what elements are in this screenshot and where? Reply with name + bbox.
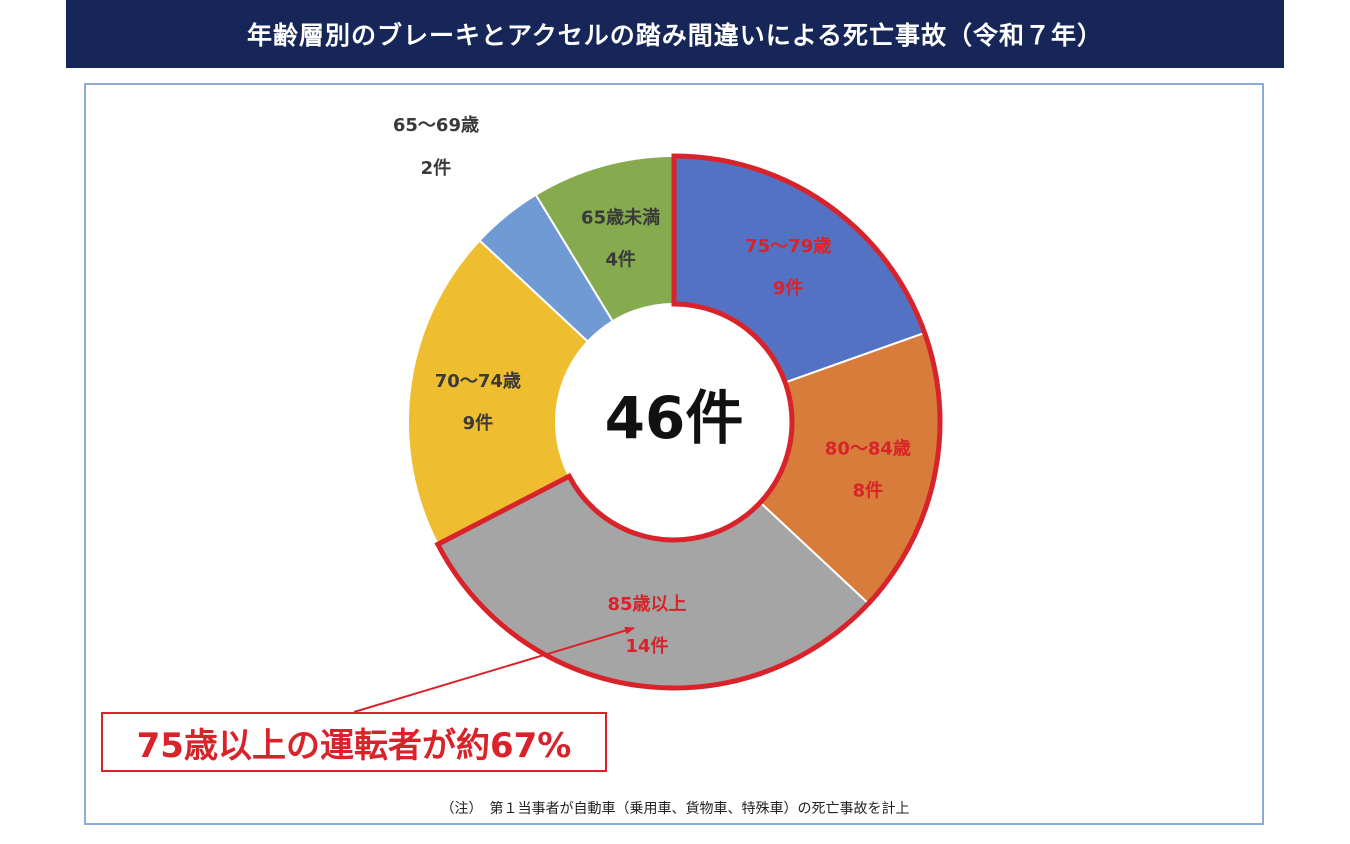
slice-category-label-0: 75〜79歳 bbox=[745, 236, 831, 257]
slice-value-label-0: 9件 bbox=[773, 277, 804, 299]
chart-title: 年齢層別のブレーキとアクセルの踏み間違いによる死亡事故（令和７年） bbox=[66, 0, 1284, 68]
slice-category-label-1: 80〜84歳 bbox=[825, 438, 911, 459]
footnote: （注） 第１当事者が自動車（乗用車、貨物車、特殊車）の死亡事故を計上 bbox=[440, 801, 910, 817]
slice-value-label-5: 4件 bbox=[605, 248, 636, 270]
callout-box: 75歳以上の運転者が約67% bbox=[101, 712, 607, 772]
slice-value-label-4: 2件 bbox=[421, 157, 452, 179]
slice-value-label-2: 14件 bbox=[626, 635, 669, 657]
slice-category-label-5: 65歳未満 bbox=[581, 206, 660, 228]
slice-category-label-4: 65〜69歳 bbox=[393, 115, 479, 136]
slice-value-label-3: 9件 bbox=[463, 412, 494, 434]
callout-arrow bbox=[353, 626, 635, 713]
chart-frame bbox=[84, 83, 1264, 825]
center-total-label: 46件 bbox=[605, 384, 744, 452]
slice-category-label-3: 70〜74歳 bbox=[435, 371, 521, 392]
slice-value-label-1: 8件 bbox=[853, 479, 884, 501]
donut-slice-3 bbox=[407, 239, 590, 546]
slice-category-label-2: 85歳以上 bbox=[608, 594, 687, 615]
